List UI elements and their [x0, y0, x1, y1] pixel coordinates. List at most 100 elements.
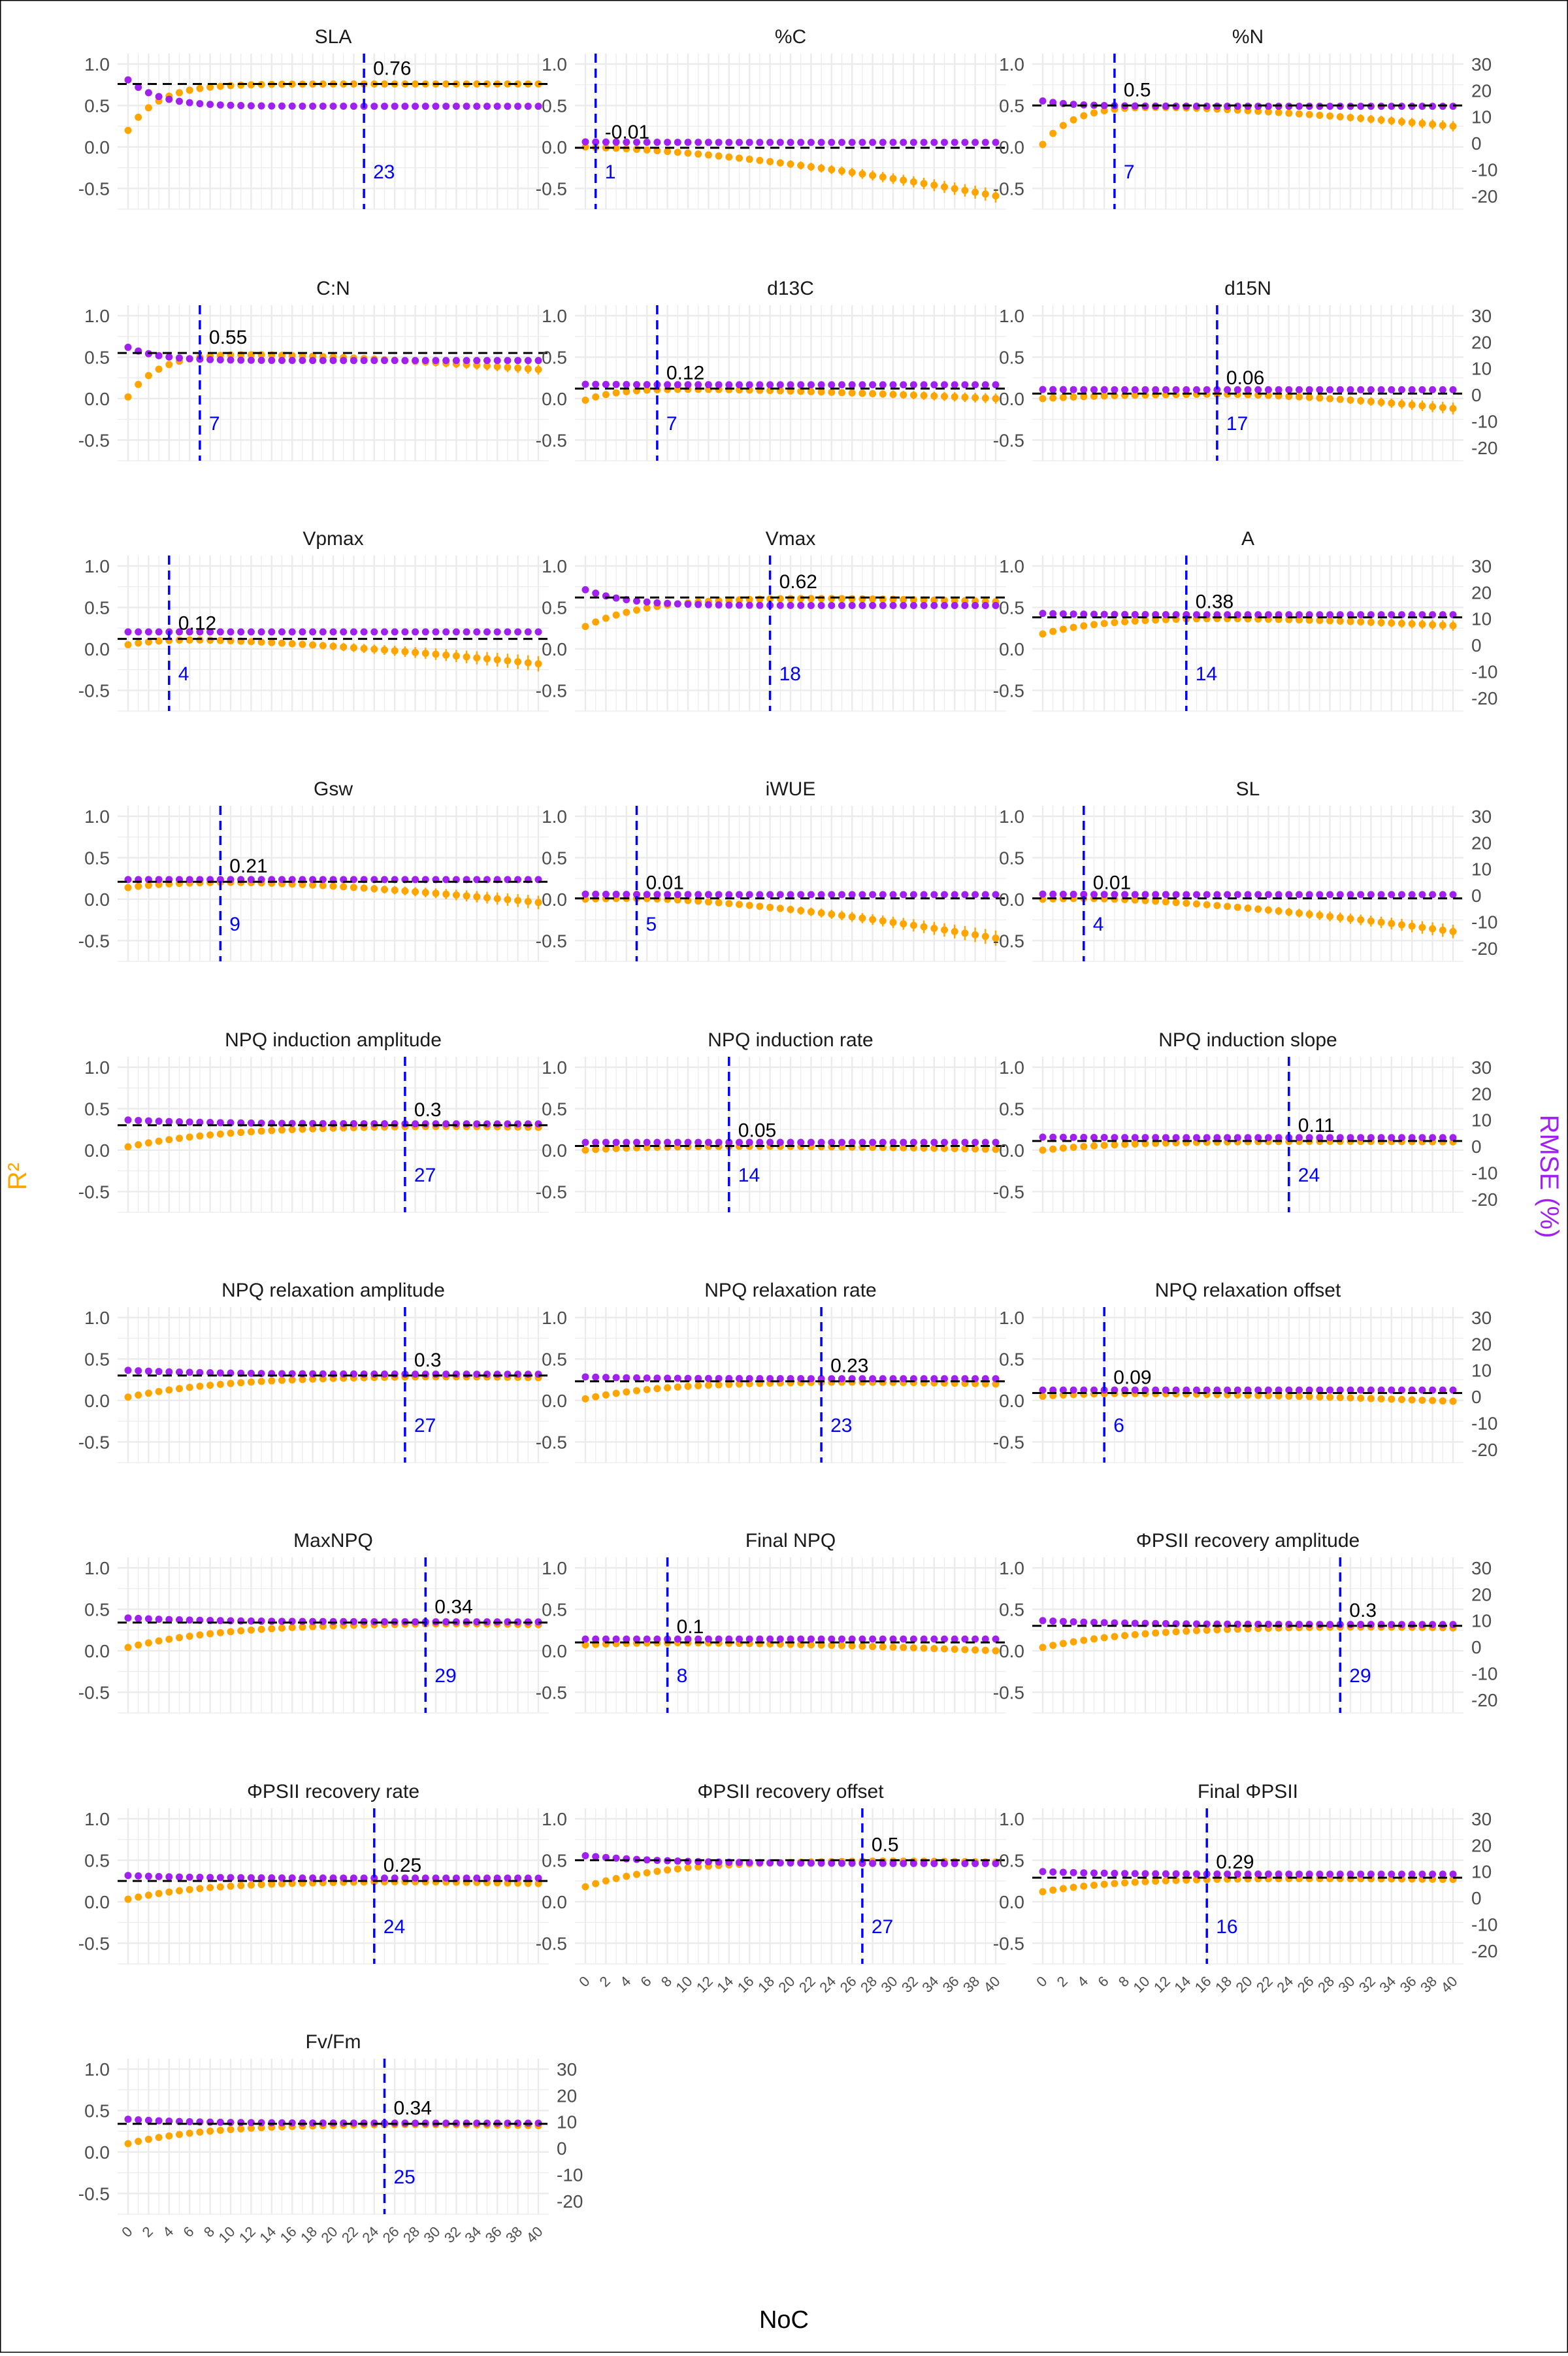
rmse-point — [869, 1635, 876, 1642]
rmse-point — [1367, 891, 1375, 898]
r2-point — [858, 171, 866, 178]
r2-point — [217, 1883, 224, 1891]
r2-point — [858, 1642, 866, 1650]
rmse-point — [125, 1116, 132, 1123]
rmse-point — [921, 381, 928, 388]
rmse-point — [227, 628, 235, 635]
r2-point — [340, 883, 347, 890]
rmse-point — [442, 1370, 449, 1378]
rmse-point — [900, 602, 907, 609]
r2-point — [206, 637, 214, 644]
y-tick-label: -0.5 — [993, 931, 1024, 951]
rmse-point — [1132, 386, 1139, 393]
r2-point — [206, 1884, 214, 1891]
panel-title: Final NPQ — [745, 1530, 836, 1551]
r2-point — [165, 1636, 172, 1643]
r2-point — [1409, 620, 1416, 627]
r2-point — [1418, 924, 1426, 931]
best-noc-label: 1 — [605, 161, 616, 183]
y-tick-label: -0.5 — [993, 1432, 1024, 1452]
r2-point — [664, 148, 671, 155]
y-tick-label-right: 20 — [1471, 833, 1492, 853]
rmse-point — [623, 381, 630, 388]
r2-point — [849, 913, 856, 920]
rmse-point — [746, 381, 753, 388]
rmse-point — [1337, 386, 1344, 393]
rmse-point — [340, 103, 347, 110]
rmse-point — [797, 381, 804, 388]
rmse-point — [818, 139, 825, 146]
r2-point — [196, 1133, 203, 1140]
r2-point — [350, 644, 357, 652]
y-tick-label-right: 0 — [1471, 635, 1482, 655]
best-noc-label: 27 — [414, 1415, 436, 1436]
rmse-point — [535, 1120, 542, 1127]
best-noc-label: 7 — [209, 413, 220, 435]
r2-point — [1357, 1395, 1364, 1402]
r2-point — [176, 1887, 183, 1895]
rmse-point — [602, 891, 610, 898]
rmse-point — [1060, 1134, 1067, 1141]
rmse-point — [982, 381, 989, 388]
rmse-point — [514, 1370, 521, 1378]
y-tick-label: 1.0 — [999, 1308, 1024, 1328]
r2-point — [972, 394, 979, 401]
best-r2-label: 0.5 — [1124, 79, 1151, 101]
rmse-point — [278, 103, 286, 110]
r2-point — [623, 609, 630, 616]
r2-point — [227, 1380, 235, 1387]
r2-point — [653, 1385, 661, 1392]
rmse-point — [1173, 891, 1180, 898]
r2-point — [602, 391, 610, 398]
y-tick-label: 0.5 — [999, 597, 1024, 618]
rmse-point — [828, 891, 835, 898]
rmse-point — [992, 139, 1000, 146]
rmse-point — [736, 601, 743, 608]
rmse-point — [483, 103, 491, 110]
r2-point — [685, 1383, 692, 1390]
r2-point — [145, 372, 152, 379]
rmse-point — [1080, 1619, 1087, 1626]
r2-point — [1367, 1395, 1375, 1402]
r2-point — [1450, 622, 1457, 629]
r2-point — [1347, 618, 1354, 625]
rmse-point — [633, 597, 640, 605]
r2-point — [879, 918, 887, 925]
r2-point — [1132, 618, 1139, 625]
rmse-point — [910, 1139, 917, 1146]
r2-point — [237, 82, 244, 89]
r2-point — [1080, 112, 1087, 120]
rmse-point — [1039, 610, 1047, 617]
r2-point — [145, 1139, 152, 1146]
r2-point — [1450, 1398, 1457, 1405]
rmse-point — [289, 1618, 296, 1625]
rmse-point — [1080, 386, 1087, 393]
panel-title: MaxNPQ — [293, 1530, 373, 1551]
rmse-point — [135, 628, 142, 635]
rmse-point — [787, 891, 794, 898]
rmse-point — [869, 1139, 876, 1146]
r2-point — [401, 888, 408, 895]
rmse-point — [258, 357, 265, 364]
r2-point — [1111, 1141, 1118, 1148]
y-tick-label: -0.5 — [78, 931, 110, 951]
y-tick-label: -0.5 — [993, 178, 1024, 199]
rmse-point — [155, 1368, 163, 1375]
rmse-point — [442, 628, 449, 635]
rmse-point — [463, 357, 470, 364]
r2-point — [1439, 1397, 1446, 1404]
r2-point — [1378, 116, 1385, 124]
y-tick-label-right: 30 — [1471, 1308, 1492, 1328]
r2-point — [1090, 109, 1098, 116]
panel-title: Vpmax — [302, 528, 363, 550]
r2-point — [582, 1146, 589, 1153]
r2-point — [237, 1627, 244, 1634]
y-tick-label: -0.5 — [536, 931, 567, 951]
rmse-point — [1285, 1621, 1292, 1628]
rmse-point — [725, 891, 732, 898]
y-tick-label-right: 0 — [1471, 886, 1482, 906]
rmse-point — [592, 381, 599, 388]
rmse-point — [879, 1139, 887, 1146]
r2-point — [135, 639, 142, 646]
rmse-point — [992, 891, 1000, 898]
